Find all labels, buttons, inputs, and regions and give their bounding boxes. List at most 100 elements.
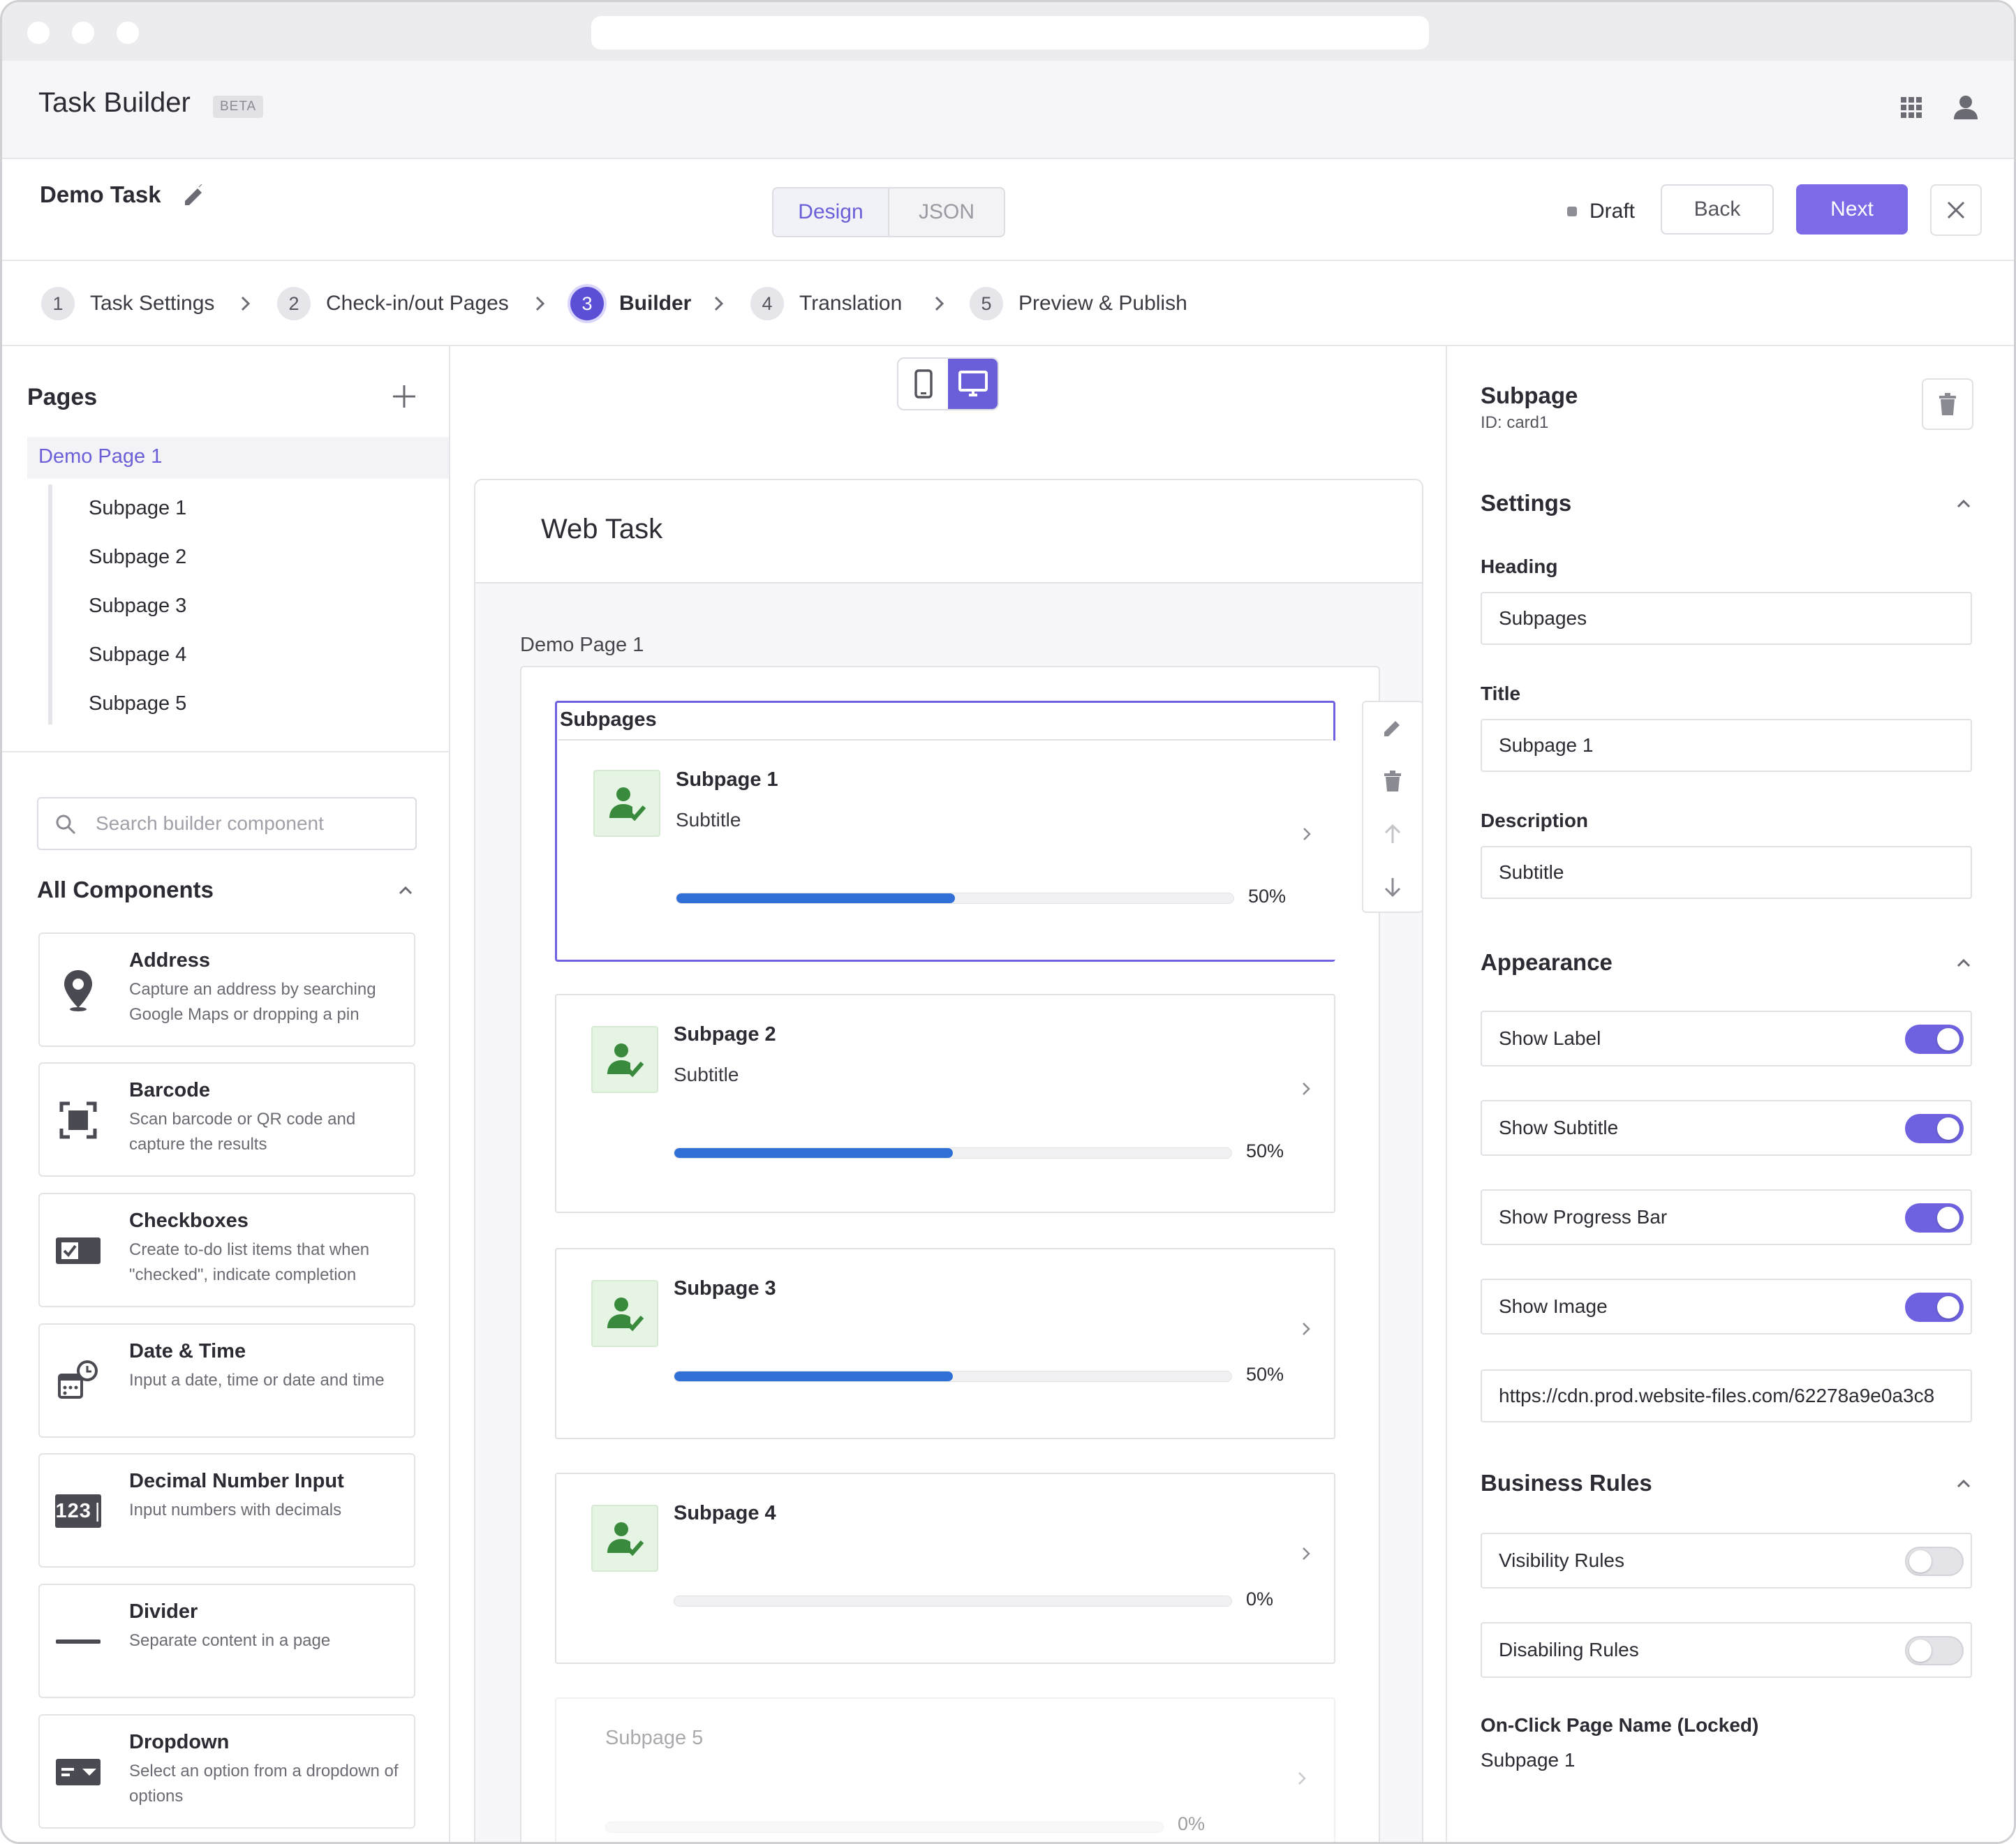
checkbox-icon <box>55 1228 101 1274</box>
tab-json[interactable]: JSON <box>888 188 1004 236</box>
subpage-card[interactable]: Subpage 5 0% <box>555 1697 1335 1842</box>
component-barcode[interactable]: Barcode Scan barcode or QR code and capt… <box>38 1062 415 1177</box>
user-account-icon[interactable] <box>1950 91 1982 124</box>
image-url-input[interactable] <box>1481 1369 1972 1422</box>
subpage-card[interactable]: Subpage 2 Subtitle 50% <box>555 994 1335 1213</box>
desktop-view-button[interactable] <box>948 359 998 409</box>
component-search <box>37 797 417 850</box>
step-check-in-out[interactable]: 2 Check-in/out Pages <box>277 286 509 321</box>
component-title: Date & Time <box>129 1340 246 1362</box>
show-image-toggle[interactable] <box>1905 1293 1964 1322</box>
chevron-up-icon[interactable] <box>397 882 414 899</box>
subpage-item[interactable]: Subpage 4 <box>89 644 187 666</box>
page-item-demo-page-1[interactable]: Demo Page 1 <box>27 437 449 479</box>
toggle-label: Disabiling Rules <box>1499 1639 1639 1660</box>
subpage-item[interactable]: Subpage 5 <box>89 692 187 715</box>
component-title: Checkboxes <box>129 1210 249 1232</box>
component-description: Capture an address by searching Google M… <box>129 980 376 1024</box>
chevron-right-icon <box>1303 1547 1310 1560</box>
visibility-rules-row: Visibility Rules <box>1481 1533 1972 1589</box>
web-task-frame: Web Task Demo Page 1 Subpages Subpage 1 … <box>474 479 1423 1842</box>
add-page-icon[interactable] <box>390 382 418 410</box>
window-minimize-dot[interactable] <box>72 22 94 44</box>
user-check-icon <box>593 770 660 837</box>
show-progress-bar-toggle[interactable] <box>1905 1203 1964 1233</box>
step-preview-publish[interactable]: 5 Preview & Publish <box>970 286 1187 321</box>
subpage-item[interactable]: Subpage 1 <box>89 497 187 519</box>
toggle-label: Visibility Rules <box>1499 1549 1624 1571</box>
left-sidebar: Pages Demo Page 1 Subpage 1 Subpage 2 Su… <box>2 346 450 1842</box>
heading-input[interactable] <box>1481 592 1972 645</box>
dropdown-icon <box>55 1749 101 1795</box>
frame-title: Web Task <box>541 514 663 544</box>
apps-grid-icon[interactable] <box>1895 91 1927 124</box>
step-builder[interactable]: 3 Builder <box>570 286 691 321</box>
show-image-row: Show Image <box>1481 1279 1972 1334</box>
step-number: 3 <box>570 287 604 320</box>
business-rules-section-title: Business Rules <box>1481 1470 1652 1496</box>
component-title: Divider <box>129 1600 198 1623</box>
next-button[interactable]: Next <box>1796 184 1908 235</box>
address-bar[interactable] <box>591 16 1429 50</box>
show-subtitle-toggle[interactable] <box>1905 1114 1964 1143</box>
mobile-view-button[interactable] <box>898 359 948 409</box>
pages-title: Pages <box>27 384 98 410</box>
subpage-item[interactable]: Subpage 3 <box>89 595 187 617</box>
subpage-card[interactable]: Subpage 3 50% <box>555 1248 1335 1439</box>
component-divider[interactable]: Divider Separate content in a page <box>38 1584 415 1698</box>
subpage-item[interactable]: Subpage 2 <box>89 546 187 568</box>
chevron-up-icon[interactable] <box>1954 1474 1973 1494</box>
component-dropdown[interactable]: Dropdown Select an option from a dropdow… <box>38 1714 415 1829</box>
visibility-rules-toggle[interactable] <box>1905 1547 1964 1576</box>
chevron-up-icon[interactable] <box>1954 494 1973 514</box>
back-button[interactable]: Back <box>1661 184 1774 235</box>
disabling-rules-row: Disabiling Rules <box>1481 1622 1972 1678</box>
pencil-icon <box>1384 721 1400 736</box>
show-label-row: Show Label <box>1481 1011 1972 1066</box>
onclick-page-value: Subpage 1 <box>1481 1749 1576 1771</box>
search-input[interactable] <box>96 808 403 839</box>
step-translation[interactable]: 4 Translation <box>750 286 902 321</box>
description-input[interactable] <box>1481 846 1972 899</box>
progress-fill <box>674 1148 953 1158</box>
component-description: Scan barcode or QR code and capture the … <box>129 1110 356 1154</box>
window-close-dot[interactable] <box>27 22 50 44</box>
settings-section-title: Settings <box>1481 490 1572 516</box>
card-title: Subpage 3 <box>674 1277 776 1300</box>
progress-fill <box>674 1371 953 1381</box>
component-address[interactable]: Address Capture an address by searching … <box>38 932 415 1047</box>
component-decimal-number[interactable]: 123 | Decimal Number Input Input numbers … <box>38 1453 415 1568</box>
chevron-up-icon[interactable] <box>1954 953 1973 973</box>
delete-block-button[interactable] <box>1363 755 1422 807</box>
tab-design[interactable]: Design <box>773 188 888 236</box>
edit-block-button[interactable] <box>1363 702 1422 754</box>
title-input[interactable] <box>1481 719 1972 772</box>
sidebar-divider <box>2 751 449 752</box>
component-description: Input numbers with decimals <box>129 1501 342 1519</box>
builder-canvas: Web Task Demo Page 1 Subpages Subpage 1 … <box>452 346 1446 1842</box>
progress-bar <box>674 1596 1232 1607</box>
close-button[interactable] <box>1930 184 1982 236</box>
component-checkboxes[interactable]: Checkboxes Create to-do list items that … <box>38 1193 415 1307</box>
progress-fill <box>676 893 955 903</box>
window-maximize-dot[interactable] <box>117 22 139 44</box>
stepper: 1 Task Settings 2 Check-in/out Pages 3 B… <box>2 261 2014 346</box>
step-task-settings[interactable]: 1 Task Settings <box>41 286 214 321</box>
page-tree-line <box>48 484 52 724</box>
component-date-time[interactable]: Date & Time Input a date, time or date a… <box>38 1323 415 1438</box>
move-down-button[interactable] <box>1363 861 1422 913</box>
subpages-block-selected[interactable]: Subpages Subpage 1 Subtitle 50% <box>555 701 1337 962</box>
move-up-button[interactable] <box>1363 808 1422 860</box>
disabling-rules-toggle[interactable] <box>1905 1636 1964 1665</box>
subpage-card[interactable]: Subpage 4 0% <box>555 1473 1335 1664</box>
delete-component-button[interactable] <box>1922 378 1973 430</box>
edit-task-name-icon[interactable] <box>181 184 207 211</box>
show-label-toggle[interactable] <box>1905 1025 1964 1054</box>
step-number: 4 <box>750 287 784 320</box>
progress-bar <box>674 1147 1232 1159</box>
subpage-card[interactable]: Subpage 1 Subtitle 50% <box>557 741 1337 960</box>
components-title: All Components <box>37 877 214 902</box>
card-title: Subpage 5 <box>605 1727 704 1749</box>
progress-percent: 50% <box>1246 1140 1284 1161</box>
